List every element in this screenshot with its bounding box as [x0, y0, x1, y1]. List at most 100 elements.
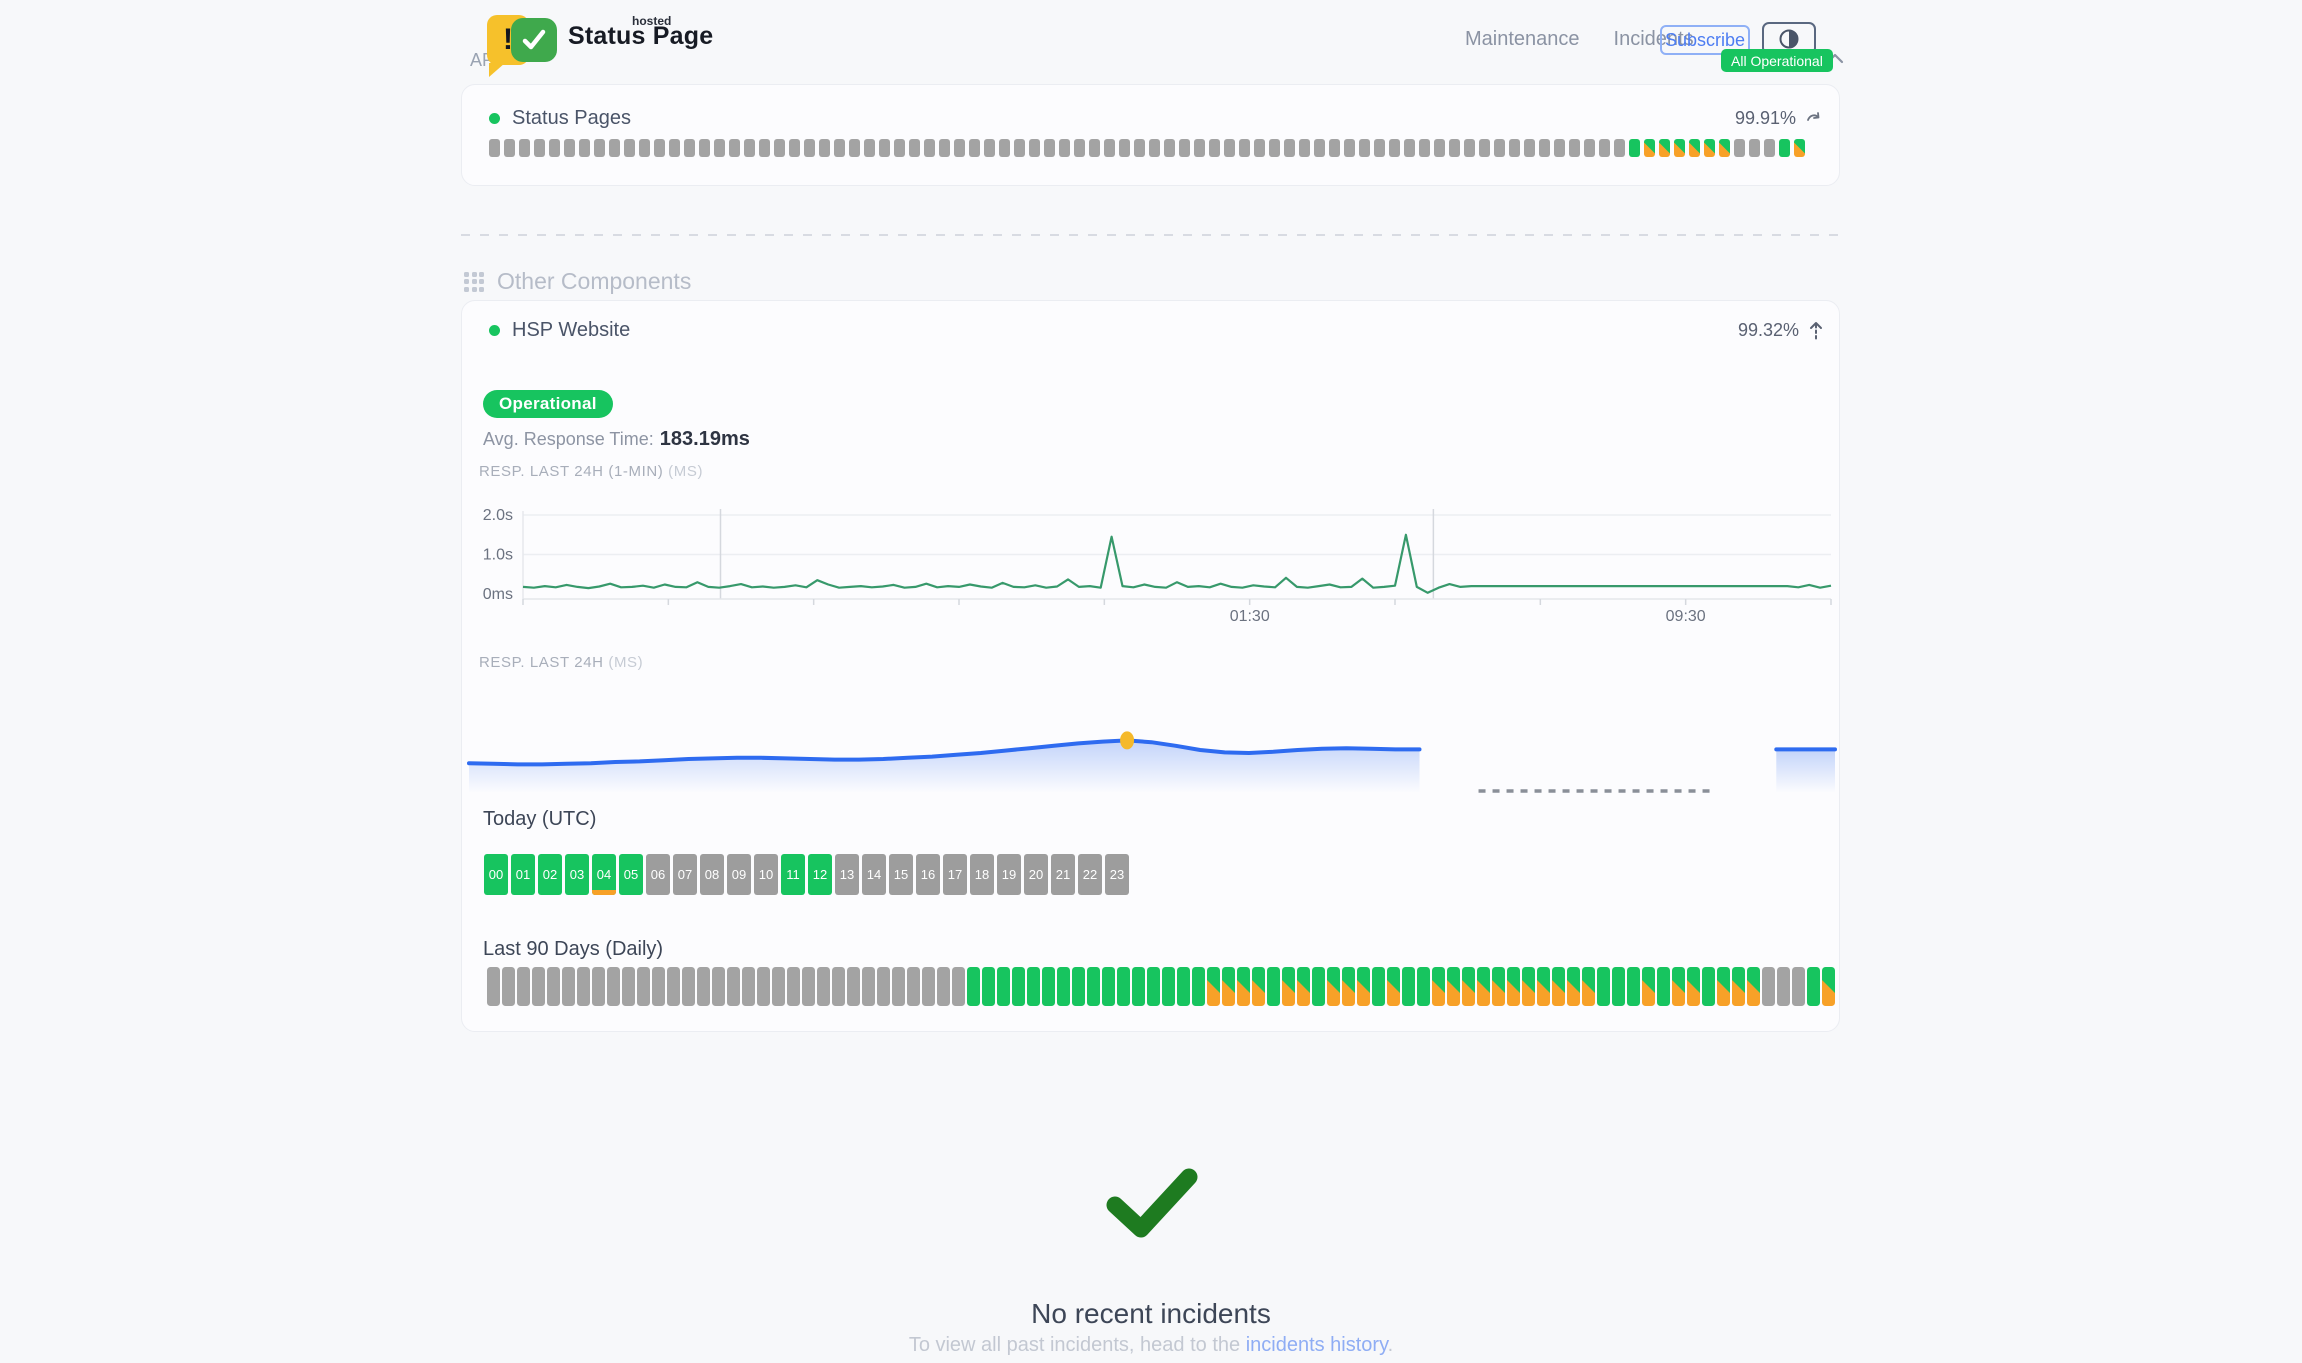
hour-box-04[interactable]: 04: [592, 854, 616, 895]
uptime-bar-none[interactable]: [504, 139, 515, 157]
uptime-bar-up[interactable]: [1629, 139, 1640, 157]
uptime-bar-mixed[interactable]: [1537, 967, 1550, 1006]
uptime-bar-none[interactable]: [909, 139, 920, 157]
uptime-bar-mixed[interactable]: [1719, 139, 1730, 157]
uptime-bar-none[interactable]: [864, 139, 875, 157]
uptime-bar-none[interactable]: [652, 967, 665, 1006]
uptime-bar-none[interactable]: [1179, 139, 1190, 157]
uptime-bar-up[interactable]: [997, 967, 1010, 1006]
uptime-bar-none[interactable]: [1074, 139, 1085, 157]
uptime-bar-none[interactable]: [894, 139, 905, 157]
uptime-bar-none[interactable]: [727, 967, 740, 1006]
uptime-bar-up[interactable]: [1057, 967, 1070, 1006]
hour-box-15[interactable]: 15: [889, 854, 913, 895]
hour-box-05[interactable]: 05: [619, 854, 643, 895]
uptime-bar-none[interactable]: [1344, 139, 1355, 157]
uptime-bar-none[interactable]: [697, 967, 710, 1006]
uptime-bar-none[interactable]: [487, 967, 500, 1006]
uptime-bar-none[interactable]: [1119, 139, 1130, 157]
uptime-bar-none[interactable]: [757, 967, 770, 1006]
hour-box-19[interactable]: 19: [997, 854, 1021, 895]
uptime-bar-none[interactable]: [1044, 139, 1055, 157]
uptime-bar-up[interactable]: [1072, 967, 1085, 1006]
uptime-bar-none[interactable]: [937, 967, 950, 1006]
uptime-bar-none[interactable]: [1479, 139, 1490, 157]
uptime-bar-none[interactable]: [594, 139, 605, 157]
uptime-bar-none[interactable]: [1599, 139, 1610, 157]
uptime-bar-none[interactable]: [984, 139, 995, 157]
uptime-bar-up[interactable]: [1117, 967, 1130, 1006]
uptime-bar-mixed[interactable]: [1644, 139, 1655, 157]
uptime-bar-none[interactable]: [1419, 139, 1430, 157]
uptime-bar-mixed[interactable]: [1447, 967, 1460, 1006]
uptime-bar-mixed[interactable]: [1717, 967, 1730, 1006]
uptime-bar-up[interactable]: [1702, 967, 1715, 1006]
uptime-bar-up[interactable]: [1042, 967, 1055, 1006]
uptime-bar-mixed[interactable]: [1492, 967, 1505, 1006]
uptime-bar-none[interactable]: [534, 139, 545, 157]
uptime-bar-none[interactable]: [819, 139, 830, 157]
uptime-bar-none[interactable]: [609, 139, 620, 157]
uptime-bar-mixed[interactable]: [1747, 967, 1760, 1006]
uptime-bar-none[interactable]: [907, 967, 920, 1006]
uptime-bar-none[interactable]: [1374, 139, 1385, 157]
uptime-bar-mixed[interactable]: [1822, 967, 1835, 1006]
uptime-bar-none[interactable]: [1224, 139, 1235, 157]
uptime-bar-up[interactable]: [1627, 967, 1640, 1006]
uptime-bar-none[interactable]: [667, 967, 680, 1006]
uptime-bar-none[interactable]: [954, 139, 965, 157]
uptime-bar-none[interactable]: [1014, 139, 1025, 157]
uptime-bar-none[interactable]: [592, 967, 605, 1006]
uptime-bar-up[interactable]: [1612, 967, 1625, 1006]
uptime-bar-up[interactable]: [1312, 967, 1325, 1006]
nav-maintenance[interactable]: Maintenance: [1465, 28, 1580, 50]
hour-box-07[interactable]: 07: [673, 854, 697, 895]
uptime-bar-mixed[interactable]: [1672, 967, 1685, 1006]
uptime-bar-none[interactable]: [1059, 139, 1070, 157]
uptime-bar-none[interactable]: [742, 967, 755, 1006]
today-hourly-strip[interactable]: 00 01 02 03 04 05 06 07 08 09 10 11 12 13 14 15 16 17 18 19…: [484, 854, 1132, 895]
last-90-days-strip[interactable]: [487, 967, 1837, 1006]
uptime-bar-none[interactable]: [834, 139, 845, 157]
uptime-bar-mixed[interactable]: [1222, 967, 1235, 1006]
uptime-bar-none[interactable]: [877, 967, 890, 1006]
uptime-bar-none[interactable]: [579, 139, 590, 157]
uptime-bar-up[interactable]: [1417, 967, 1430, 1006]
uptime-bar-none[interactable]: [654, 139, 665, 157]
uptime-bar-none[interactable]: [832, 967, 845, 1006]
uptime-bar-none[interactable]: [892, 967, 905, 1006]
hour-box-23[interactable]: 23: [1105, 854, 1129, 895]
uptime-bar-none[interactable]: [637, 967, 650, 1006]
hour-box-06[interactable]: 06: [646, 854, 670, 895]
hour-box-16[interactable]: 16: [916, 854, 940, 895]
uptime-bar-none[interactable]: [952, 967, 965, 1006]
overall-status-badge[interactable]: All Operational: [1721, 49, 1833, 72]
hour-box-14[interactable]: 14: [862, 854, 886, 895]
uptime-bar-none[interactable]: [1434, 139, 1445, 157]
uptime-bar-none[interactable]: [489, 139, 500, 157]
uptime-bar-mixed[interactable]: [1642, 967, 1655, 1006]
uptime-bar-up[interactable]: [1657, 967, 1670, 1006]
hour-box-20[interactable]: 20: [1024, 854, 1048, 895]
hour-box-13[interactable]: 13: [835, 854, 859, 895]
uptime-bar-none[interactable]: [517, 967, 530, 1006]
uptime-bar-mixed[interactable]: [1387, 967, 1400, 1006]
uptime-bar-none[interactable]: [924, 139, 935, 157]
uptime-bar-none[interactable]: [1569, 139, 1580, 157]
uptime-bar-mixed[interactable]: [1252, 967, 1265, 1006]
uptime-bar-mixed[interactable]: [1674, 139, 1685, 157]
uptime-bar-none[interactable]: [1614, 139, 1625, 157]
response-time-line-chart[interactable]: 2.0s 1.0s 0ms 01:30 09:30: [471, 501, 1839, 631]
uptime-bar-mixed[interactable]: [1282, 967, 1295, 1006]
uptime-bar-up[interactable]: [967, 967, 980, 1006]
uptime-bar-none[interactable]: [1269, 139, 1280, 157]
uptime-bar-mixed[interactable]: [1357, 967, 1370, 1006]
incidents-history-link[interactable]: incidents history: [1245, 1334, 1388, 1356]
uptime-bar-none[interactable]: [969, 139, 980, 157]
uptime-bar-none[interactable]: [999, 139, 1010, 157]
uptime-bar-none[interactable]: [607, 967, 620, 1006]
uptime-bar-up[interactable]: [1012, 967, 1025, 1006]
uptime-bar-none[interactable]: [624, 139, 635, 157]
uptime-bar-none[interactable]: [939, 139, 950, 157]
uptime-bar-mixed[interactable]: [1477, 967, 1490, 1006]
